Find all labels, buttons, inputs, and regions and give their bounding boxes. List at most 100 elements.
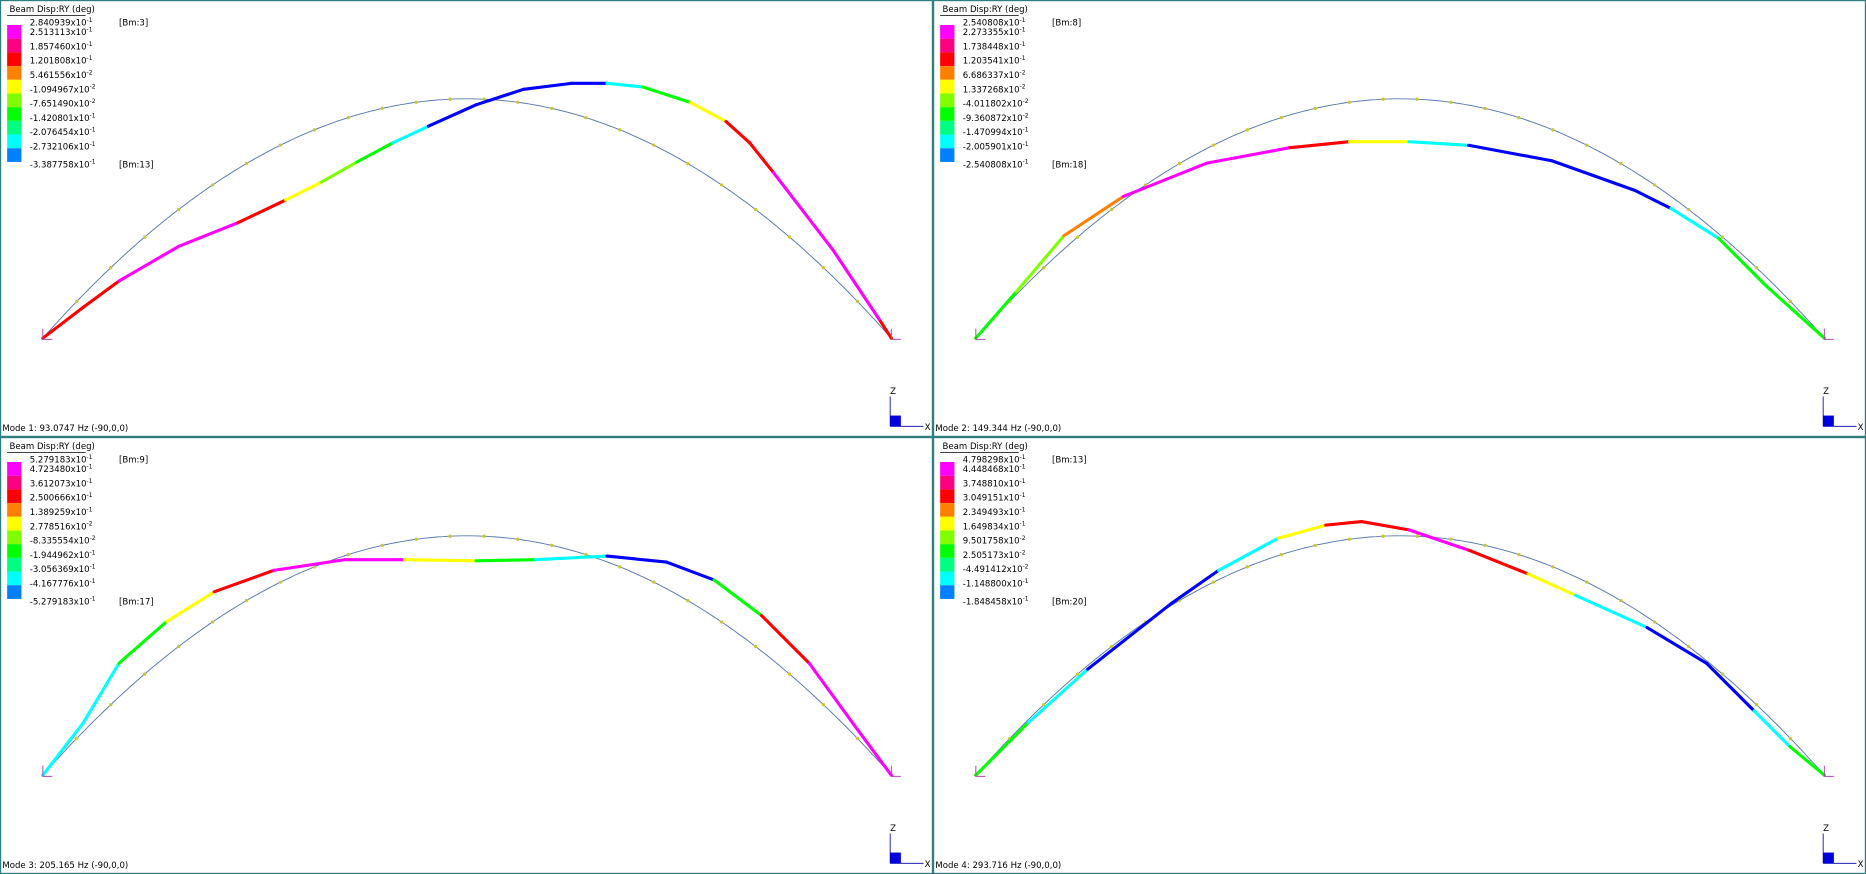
deformed-segment	[688, 100, 728, 124]
deformed-segment	[1466, 143, 1554, 163]
legend-label-exp: -2	[1023, 564, 1029, 571]
viewport: Beam Disp:RY (deg)5.279183x10-14.723480x…	[0, 437, 933, 874]
deformed-segment	[1026, 667, 1090, 725]
legend-band	[7, 134, 22, 149]
deformed-segment	[117, 244, 181, 283]
legend-label-exp: -1	[1020, 506, 1026, 513]
mode-label: Mode 4: 293.716 Hz (-90,0,0)	[935, 861, 1061, 871]
beam-node	[719, 183, 724, 187]
legend-label-base: -2.540808x10	[963, 160, 1023, 170]
legend-label-base: 6.686337x10	[963, 71, 1020, 81]
beam-node	[210, 620, 215, 624]
legend-label: 3.748810x10-1	[963, 478, 1026, 490]
legend-label-exp: -1	[1020, 521, 1026, 528]
deformed-segment	[474, 87, 526, 107]
legend-label: -2.005901x10-1	[963, 141, 1029, 153]
beam-node	[176, 207, 181, 212]
beam-node	[109, 266, 113, 270]
beam-node	[1754, 703, 1759, 707]
beam-node	[1517, 115, 1521, 120]
beam-node	[1381, 97, 1385, 101]
legend-label-base: 1.738448x10	[963, 42, 1020, 52]
legend-label-exp: -1	[87, 55, 93, 62]
legend-band	[940, 52, 955, 67]
beam-node	[618, 128, 622, 132]
legend-label-base: -5.279183x10	[30, 597, 90, 607]
beam-node	[1686, 207, 1691, 212]
legend-label: -1.944962x10-1	[30, 549, 96, 561]
beam-node	[1788, 736, 1793, 741]
legend-label-exp: -1	[87, 492, 93, 499]
deformed-segment	[41, 305, 85, 340]
legend-label-base: 3.049151x10	[963, 494, 1020, 504]
legend-label-base: 2.540808x10	[963, 19, 1020, 29]
legend-label: 6.686337x10-2	[963, 69, 1026, 81]
beam-node	[686, 161, 690, 166]
deformed-segment	[355, 141, 395, 164]
beam-node	[244, 161, 249, 166]
legend-label: 5.279183x10-1	[30, 454, 93, 466]
legend-label: -2.076454x10-1	[30, 127, 96, 139]
deformed-segment	[1716, 236, 1768, 288]
deformed-segment	[760, 614, 811, 665]
legend-title: Beam Disp:RY (deg)	[10, 5, 95, 15]
deformed-segment	[81, 661, 121, 725]
triad-z-label: Z	[890, 824, 896, 834]
deformed-segment	[1217, 536, 1280, 572]
triad-box	[1823, 415, 1834, 427]
legend-label-exp: -2	[90, 535, 96, 542]
legend-band	[940, 148, 955, 162]
deformed-segment	[165, 590, 216, 624]
legend-label-base: 1.201808x10	[30, 57, 87, 67]
beam-node	[482, 97, 486, 101]
deformed-segment	[1466, 548, 1530, 576]
deformed-segment	[1407, 528, 1471, 552]
legend-label-base: 9.501758x10	[963, 537, 1020, 547]
viewport-border	[0, 0, 933, 437]
legend-band	[940, 475, 955, 490]
beam-node	[1381, 534, 1385, 538]
beam-node	[1415, 534, 1419, 538]
legend-label-base: -4.167776x10	[30, 579, 90, 589]
legend-label-exp: -1	[1020, 492, 1026, 499]
legend-label-base: -1.944962x10	[30, 551, 90, 561]
deformed-segment	[1764, 284, 1826, 340]
legend-label-exp: -1	[1020, 55, 1026, 62]
beam-node	[1483, 106, 1487, 111]
deformed-segment	[236, 198, 288, 225]
legend-label-base: -1.848458x10	[963, 597, 1023, 607]
legend-label-exp: -1	[1023, 141, 1029, 148]
deformed-segment	[272, 558, 347, 572]
deformed-segment	[831, 248, 883, 324]
beam-node	[176, 644, 181, 649]
beam-node	[1075, 672, 1080, 676]
beam-node	[652, 580, 656, 584]
viewport-border	[0, 437, 933, 874]
deformed-segment	[391, 124, 430, 145]
deformed-segment	[522, 81, 573, 91]
beam-node	[346, 115, 350, 120]
deformed-segment	[474, 558, 538, 563]
legend-label: 2.349493x10-1	[963, 506, 1026, 518]
legend-band	[940, 585, 955, 599]
legend-band	[940, 530, 955, 545]
legend-label-base: -4.491412x10	[963, 565, 1023, 575]
deformed-segment	[403, 558, 478, 563]
legend-label-base: -2.732106x10	[30, 142, 90, 152]
viewport: Beam Disp:RY (deg)2.840939x10-12.513113x…	[0, 0, 933, 437]
beam-node	[75, 299, 79, 304]
deformed-segment	[1526, 572, 1578, 597]
beam-node	[1585, 143, 1589, 147]
beam-node	[380, 106, 384, 111]
legend-label-exp: -1	[90, 141, 96, 148]
deformed-segment	[1788, 745, 1826, 777]
deformed-segment	[533, 554, 609, 562]
beam-node	[142, 672, 147, 676]
deformed-segment	[1407, 140, 1471, 147]
legend-label-base: -2.076454x10	[30, 128, 90, 138]
beam-node	[686, 598, 690, 603]
legend-label-exp: -1	[90, 596, 96, 603]
legend-label: 4.448468x10-1	[963, 464, 1026, 476]
beam-node	[516, 100, 520, 104]
